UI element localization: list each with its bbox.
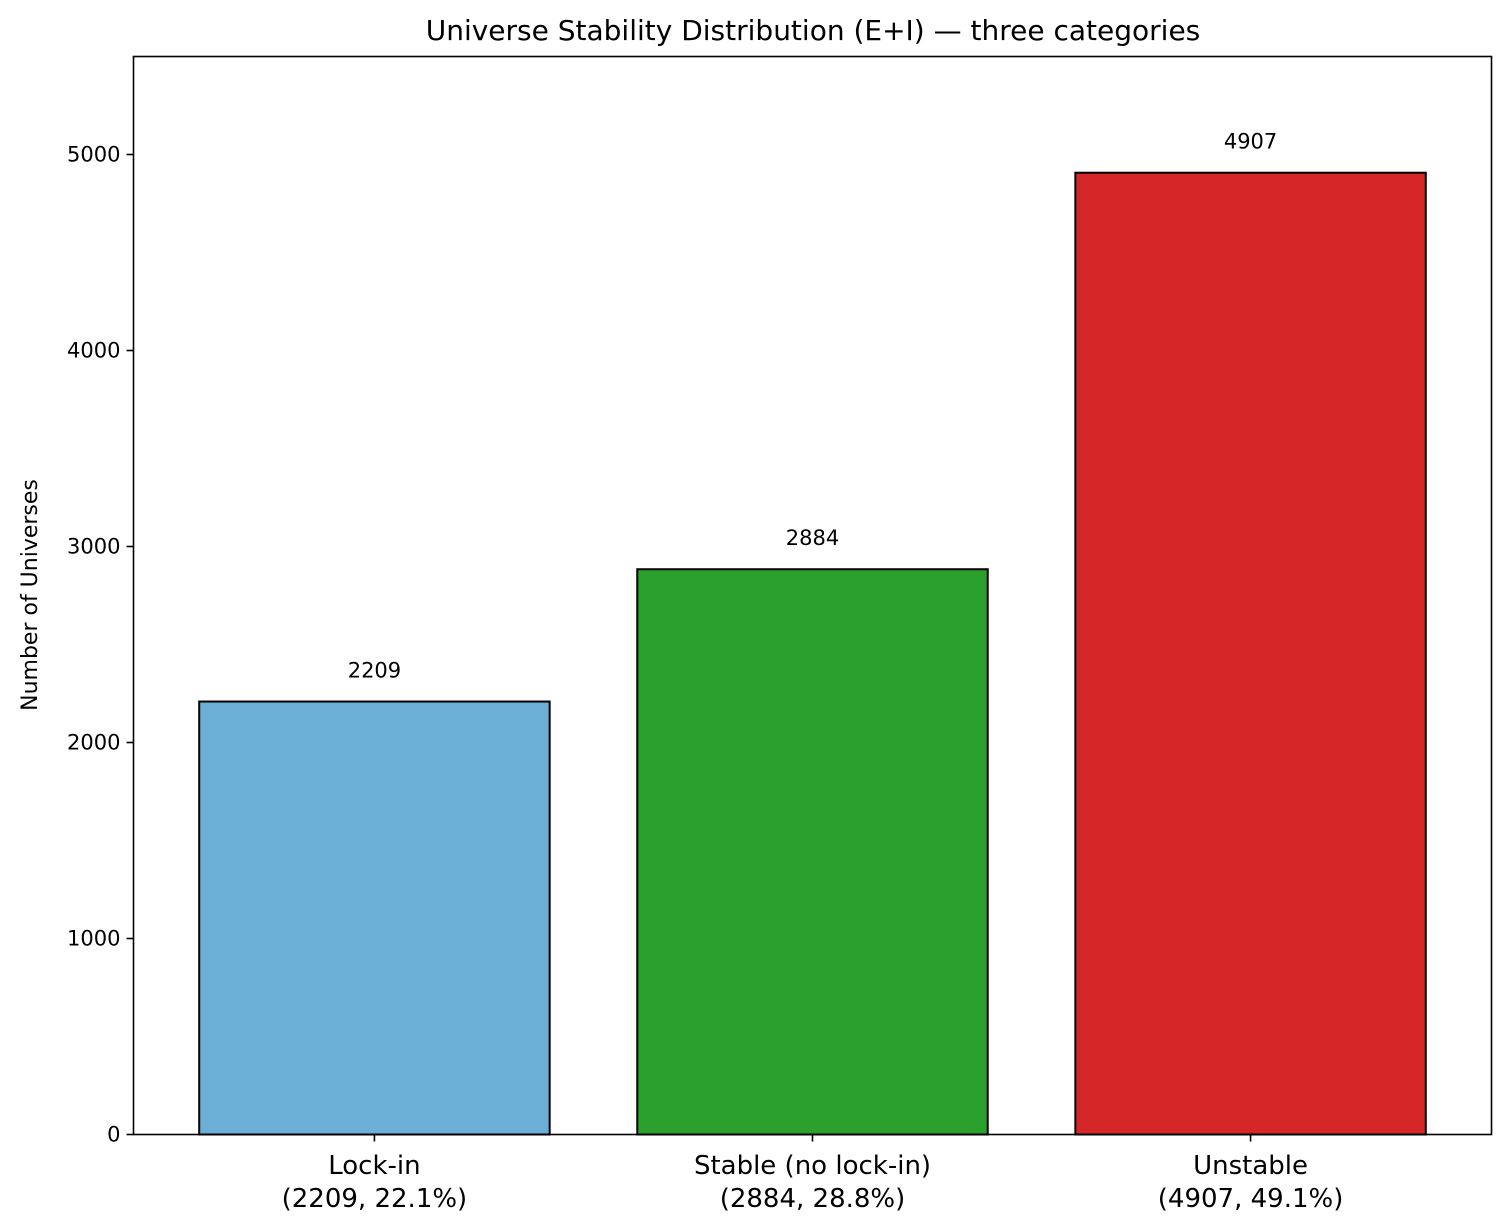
x-axis-ticks: Lock-in(2209, 22.1%)Stable (no lock-in)(…	[282, 1134, 1344, 1214]
x-tick-label: Unstable	[1193, 1151, 1308, 1181]
y-tick-label: 0	[107, 1123, 120, 1147]
value-labels-group: 2209 2884 4907	[348, 130, 1278, 683]
bar-value-label: 4907	[1224, 130, 1277, 154]
bar-lock-in	[198, 700, 551, 1136]
bar-unstable	[1074, 171, 1427, 1136]
x-tick-detail: (2209, 22.1%)	[282, 1184, 468, 1214]
x-tick-label: Stable (no lock-in)	[694, 1151, 931, 1181]
y-tick-label: 2000	[67, 731, 120, 755]
y-tick-label: 5000	[67, 143, 120, 167]
y-tick-label: 3000	[67, 535, 120, 559]
y-tick-label: 4000	[67, 339, 120, 363]
y-axis-ticks: 0 1000 2000 3000 4000 5000	[67, 143, 134, 1147]
bar-value-label: 2209	[348, 659, 401, 683]
bars-group	[198, 171, 1427, 1136]
y-axis-label: Number of Universes	[18, 479, 43, 711]
x-tick-detail: (2884, 28.8%)	[720, 1184, 906, 1214]
chart-title: Universe Stability Distribution (E+I) — …	[426, 14, 1201, 47]
x-tick-detail: (4907, 49.1%)	[1158, 1184, 1344, 1214]
bar-stable-no-lock-in	[636, 568, 989, 1136]
bar-value-label: 2884	[786, 526, 839, 550]
x-tick-label: Lock-in	[328, 1151, 420, 1181]
y-tick-label: 1000	[67, 927, 120, 951]
